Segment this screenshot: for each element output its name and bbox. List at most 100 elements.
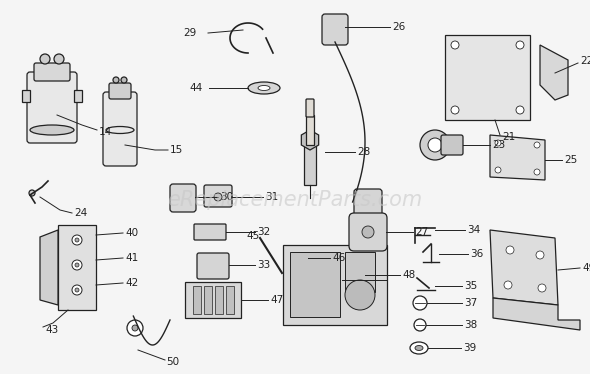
Bar [283, 245, 387, 325]
Circle shape [127, 320, 143, 336]
Circle shape [504, 281, 512, 289]
FancyBboxPatch shape [34, 63, 70, 81]
Text: 32: 32 [257, 227, 270, 237]
Bar [445, 35, 530, 120]
Circle shape [362, 226, 374, 238]
Circle shape [428, 138, 442, 152]
Circle shape [40, 54, 50, 64]
Bar [58, 225, 96, 310]
Text: 31: 31 [265, 192, 278, 202]
FancyBboxPatch shape [197, 253, 229, 279]
Bar [304, 145, 316, 185]
Circle shape [214, 193, 222, 201]
FancyBboxPatch shape [441, 135, 463, 155]
Circle shape [420, 130, 450, 160]
Text: 22: 22 [580, 56, 590, 66]
Polygon shape [493, 298, 580, 330]
Circle shape [113, 77, 119, 83]
Polygon shape [540, 45, 568, 100]
FancyBboxPatch shape [349, 213, 387, 251]
Text: 44: 44 [189, 83, 202, 93]
Bar [215, 286, 223, 314]
Text: 37: 37 [464, 298, 477, 308]
Circle shape [414, 319, 426, 331]
Circle shape [72, 285, 82, 295]
Bar [204, 286, 212, 314]
Circle shape [534, 142, 540, 148]
Text: 25: 25 [564, 155, 577, 165]
Text: 45: 45 [246, 231, 259, 241]
Text: 14: 14 [99, 127, 112, 137]
Text: 34: 34 [467, 225, 480, 235]
Bar [226, 286, 234, 314]
Text: 50: 50 [166, 357, 179, 367]
Text: 36: 36 [470, 249, 483, 259]
Polygon shape [301, 130, 319, 150]
Text: 23: 23 [492, 140, 505, 150]
FancyBboxPatch shape [109, 83, 131, 99]
Circle shape [516, 106, 524, 114]
Circle shape [538, 284, 546, 292]
Text: 26: 26 [392, 22, 405, 32]
Ellipse shape [410, 342, 428, 354]
Text: 24: 24 [74, 208, 87, 218]
Circle shape [495, 167, 501, 173]
Circle shape [495, 140, 501, 146]
Ellipse shape [30, 125, 74, 135]
Ellipse shape [415, 346, 423, 350]
Bar [185, 282, 241, 318]
Text: 41: 41 [125, 253, 138, 263]
Text: eReplacementParts.com: eReplacementParts.com [168, 190, 422, 210]
Text: 46: 46 [332, 253, 345, 263]
Circle shape [121, 77, 127, 83]
Text: 27: 27 [415, 227, 428, 237]
Text: 47: 47 [270, 295, 283, 305]
Circle shape [345, 280, 375, 310]
Text: 29: 29 [183, 28, 196, 38]
Text: 30: 30 [220, 192, 233, 202]
Bar [290, 252, 340, 317]
Circle shape [534, 169, 540, 175]
Bar [306, 115, 314, 145]
FancyBboxPatch shape [194, 224, 226, 240]
Ellipse shape [258, 86, 270, 91]
Text: 28: 28 [357, 147, 371, 157]
Bar [193, 286, 201, 314]
Text: 33: 33 [257, 260, 270, 270]
Polygon shape [490, 230, 558, 305]
Ellipse shape [248, 82, 280, 94]
Circle shape [29, 190, 35, 196]
Text: 15: 15 [170, 145, 183, 155]
Text: 49: 49 [582, 263, 590, 273]
Circle shape [451, 41, 459, 49]
Text: 42: 42 [125, 278, 138, 288]
Text: 43: 43 [45, 325, 58, 335]
Bar [345, 252, 375, 292]
Circle shape [536, 251, 544, 259]
Bar [74, 90, 82, 102]
Circle shape [451, 106, 459, 114]
FancyBboxPatch shape [103, 92, 137, 166]
FancyBboxPatch shape [354, 189, 382, 225]
Text: 39: 39 [463, 343, 476, 353]
Text: 21: 21 [502, 132, 515, 142]
Text: 48: 48 [402, 270, 415, 280]
Polygon shape [40, 230, 58, 305]
Polygon shape [490, 135, 545, 180]
Ellipse shape [288, 251, 308, 265]
Circle shape [75, 288, 79, 292]
FancyBboxPatch shape [27, 72, 77, 143]
FancyBboxPatch shape [322, 14, 348, 45]
Circle shape [72, 260, 82, 270]
Circle shape [132, 325, 138, 331]
Circle shape [54, 54, 64, 64]
Circle shape [516, 41, 524, 49]
Circle shape [75, 263, 79, 267]
Circle shape [72, 235, 82, 245]
Text: 35: 35 [464, 281, 477, 291]
Text: 40: 40 [125, 228, 138, 238]
Circle shape [413, 296, 427, 310]
FancyBboxPatch shape [306, 99, 314, 117]
FancyBboxPatch shape [170, 184, 196, 212]
Text: 38: 38 [464, 320, 477, 330]
